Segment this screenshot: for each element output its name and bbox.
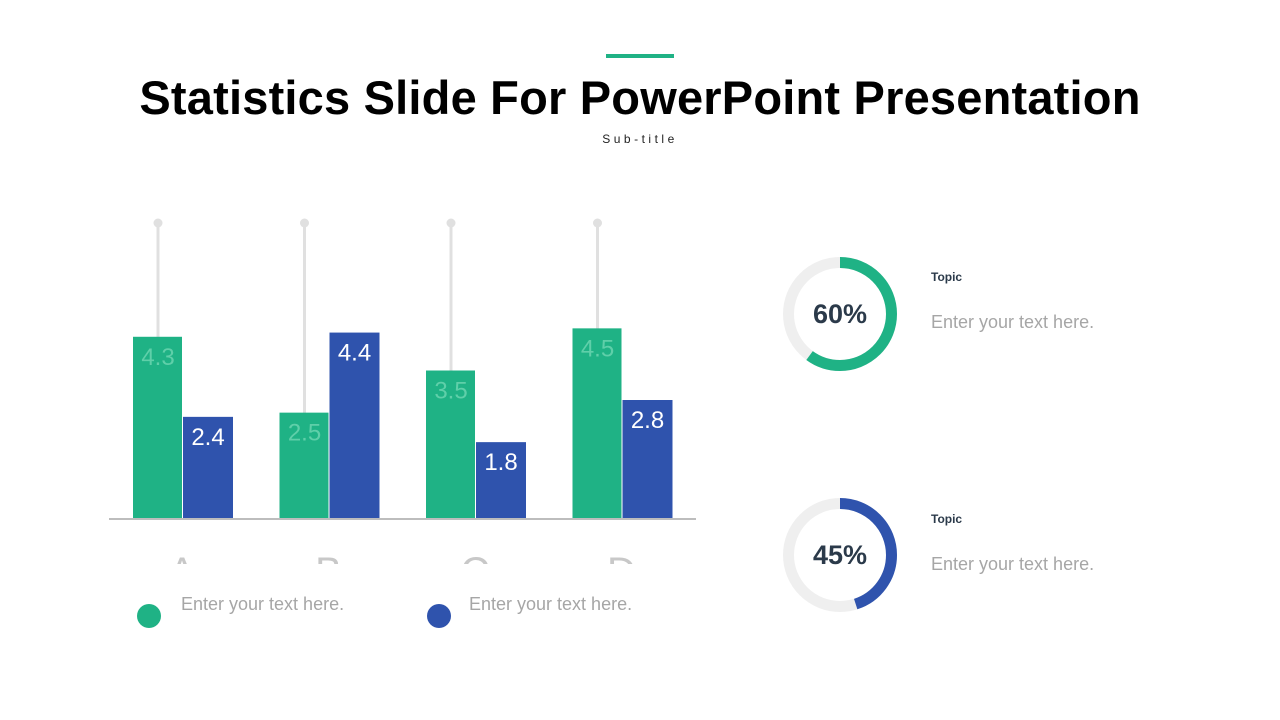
legend-dot-series-2 (427, 604, 451, 628)
x-tick-label-c: C (461, 550, 490, 580)
bar-d-series-1 (572, 328, 622, 518)
stem-knob-b (300, 218, 309, 228)
value-label-a-series-2: 2.4 (191, 424, 224, 451)
page-title: Statistics Slide For PowerPoint Presenta… (139, 71, 1141, 124)
value-label-c-series-2: 1.8 (484, 449, 517, 476)
bar-b-series-2 (329, 332, 380, 518)
value-label-b-series-1: 2.5 (288, 420, 321, 447)
value-label-d-series-2: 2.8 (631, 407, 664, 434)
topic-text-2: Enter your text here. (931, 554, 1095, 574)
donut-ring-1 (783, 257, 897, 371)
stem-knob-a (153, 218, 163, 228)
title-accent-line (606, 54, 674, 58)
topic-text-1: Enter your text here. (931, 312, 1095, 332)
bar-a-series-1 (133, 336, 182, 518)
donut-ring-2 (783, 498, 897, 612)
donut-value-1: 60% (812, 298, 868, 329)
topic-label-2: Topic (931, 512, 963, 526)
donut-chart-1: 60% (777, 251, 903, 377)
x-tick-label-a: A (169, 550, 196, 580)
x-tick-label-d: D (607, 550, 636, 580)
value-label-c-series-1: 3.5 (434, 378, 467, 405)
x-tick-label-b: B (315, 550, 342, 580)
stem-knob-d (593, 218, 602, 228)
legend-text-series-2: Enter your text here. (469, 594, 633, 614)
bar-a-series-2 (183, 416, 233, 518)
donut-arc-2 (783, 498, 897, 612)
value-label-a-series-1: 4.3 (141, 344, 174, 371)
value-label-b-series-2: 4.4 (338, 340, 371, 367)
bar-b-series-1 (279, 412, 329, 518)
legend-text-series-1: Enter your text here. (181, 594, 345, 614)
legend-dot-series-1 (137, 604, 161, 628)
donut-chart-2: 45% (777, 492, 903, 618)
topic-label-1: Topic (931, 270, 963, 284)
bar-c-series-2 (476, 442, 526, 518)
page-subtitle: Sub-title (602, 132, 678, 146)
donut-arc-1 (783, 257, 897, 371)
bar-c-series-1 (426, 370, 475, 518)
donut-value-2: 45% (812, 539, 868, 570)
value-label-d-series-1: 4.5 (581, 335, 614, 362)
bar-d-series-2 (622, 400, 673, 518)
stem-knob-c (446, 218, 456, 228)
bar-chart: 4.3 2.4 2.5 4.4 3.5 1.8 4.5 2.8 A B C D (109, 218, 696, 580)
